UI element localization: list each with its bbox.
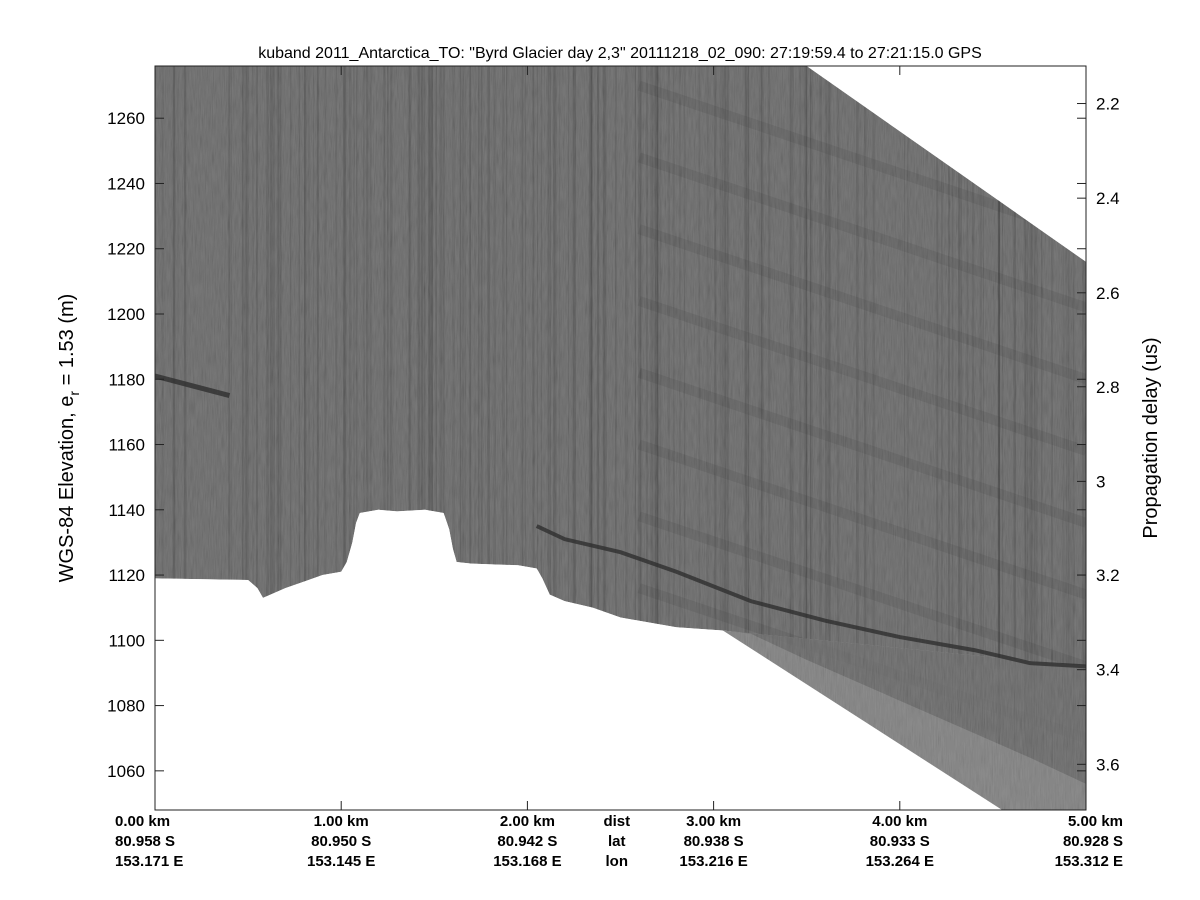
x-tick-lon: 153.312 E <box>1055 853 1123 870</box>
y-tick-label: 1080 <box>107 697 145 716</box>
y2-tick-label: 3.6 <box>1096 755 1120 774</box>
y-tick-label: 1140 <box>108 501 145 520</box>
y-axis-label: WGS-84 Elevation, er = 1.53 (m) <box>56 294 82 583</box>
row-label-dist: dist <box>603 813 630 830</box>
x-tick-lon: 153.145 E <box>307 853 375 870</box>
y2-axis-label: Propagation delay (us) <box>1140 337 1162 538</box>
echogram-image <box>155 66 1086 882</box>
x-tick-dist: 3.00 km <box>686 813 741 830</box>
y2-tick-label: 3.4 <box>1096 661 1120 680</box>
y2-tick-label: 3 <box>1096 472 1105 491</box>
y-tick-label: 1260 <box>107 109 145 128</box>
y-tick-label: 1240 <box>107 174 145 193</box>
chart-title: kuband 2011_Antarctica_TO: "Byrd Glacier… <box>258 45 982 62</box>
y-tick-label: 1180 <box>108 370 145 389</box>
x-tick-lat: 80.933 S <box>870 833 930 850</box>
x-tick-lat: 80.938 S <box>684 833 744 850</box>
y2-tick-label: 2.8 <box>1096 378 1120 397</box>
y-tick-label: 1220 <box>107 240 145 259</box>
x-tick-lat: 80.942 S <box>497 833 557 850</box>
y2-tick-label: 2.6 <box>1096 284 1120 303</box>
x-tick-lat: 80.958 S <box>115 833 175 850</box>
x-tick-lat: 80.928 S <box>1063 833 1123 850</box>
y2-tick-label: 2.4 <box>1096 189 1120 208</box>
x-tick-dist: 2.00 km <box>500 813 555 830</box>
x-tick-lon: 153.216 E <box>679 853 747 870</box>
y-tick-label: 1200 <box>107 305 145 324</box>
y-tick-label: 1060 <box>107 762 145 781</box>
y-tick-label: 1160 <box>108 436 145 455</box>
x-tick-lon: 153.264 E <box>866 853 934 870</box>
y-tick-label: 1120 <box>108 566 145 585</box>
x-tick-lon: 153.171 E <box>115 853 183 870</box>
x-tick-dist: 1.00 km <box>314 813 369 830</box>
x-tick-dist: 5.00 km <box>1068 813 1123 830</box>
row-label-lat: lat <box>608 833 626 850</box>
x-tick-lat: 80.950 S <box>311 833 371 850</box>
row-label-lon: lon <box>606 853 629 870</box>
y2-tick-label: 3.2 <box>1096 566 1120 585</box>
x-tick-dist: 4.00 km <box>872 813 927 830</box>
x-tick-dist: 0.00 km <box>115 813 170 830</box>
x-tick-lon: 153.168 E <box>493 853 561 870</box>
y-tick-label: 1100 <box>108 631 145 650</box>
y2-tick-label: 2.2 <box>1096 95 1120 114</box>
